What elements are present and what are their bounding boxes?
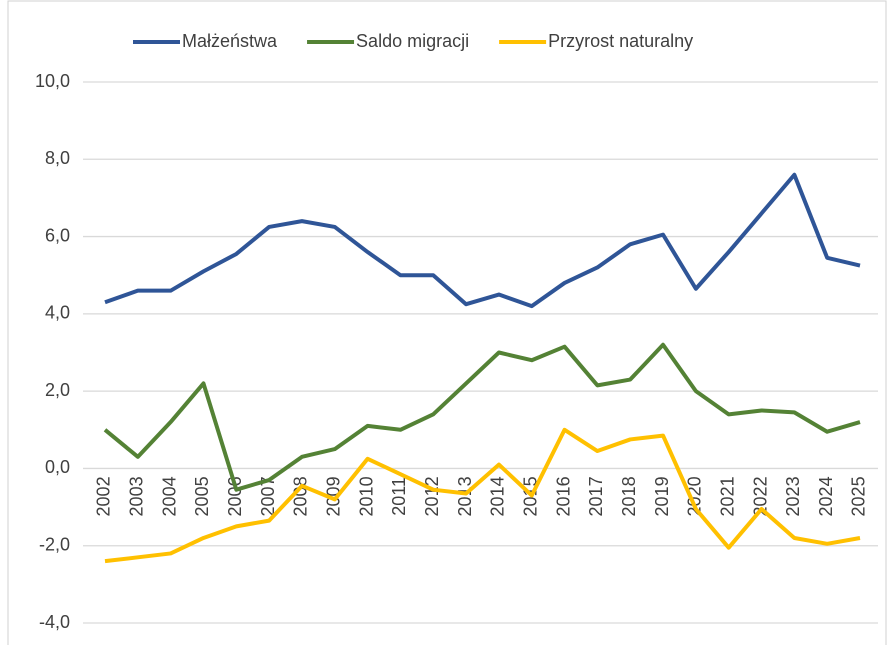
x-tick-label: 2007 bbox=[258, 476, 278, 516]
series-line bbox=[104, 172, 861, 309]
x-tick-label: 2024 bbox=[816, 476, 836, 516]
x-tick-label: 2005 bbox=[192, 476, 212, 516]
x-tick-label: 2020 bbox=[685, 476, 705, 516]
x-tick-label: 2013 bbox=[455, 476, 475, 516]
y-tick-label: 0,0 bbox=[45, 457, 70, 477]
x-tick-label: 2011 bbox=[389, 477, 409, 516]
x-tick-label: 2010 bbox=[356, 476, 376, 516]
y-tick-label: 10,0 bbox=[35, 71, 70, 91]
x-tick-label: 2018 bbox=[619, 476, 639, 516]
x-tick-label: 2022 bbox=[750, 476, 770, 516]
y-tick-label: 6,0 bbox=[45, 225, 70, 245]
x-tick-label: 2003 bbox=[127, 476, 147, 516]
y-tick-label: 8,0 bbox=[45, 148, 70, 168]
x-tick-label: 2006 bbox=[225, 476, 245, 516]
x-tick-label: 2023 bbox=[783, 476, 803, 516]
y-tick-label: -2,0 bbox=[39, 534, 70, 554]
legend-label: Przyrost naturalny bbox=[548, 31, 693, 51]
frame bbox=[7, 0, 887, 645]
legend-label: Małżeństwa bbox=[182, 31, 278, 51]
x-tick-label: 2016 bbox=[553, 476, 573, 516]
y-tick-label: -4,0 bbox=[39, 612, 70, 632]
x-tick-label: 2004 bbox=[159, 476, 179, 516]
x-tick-label: 2009 bbox=[324, 476, 344, 516]
x-tick-label: 2014 bbox=[488, 476, 508, 516]
y-tick-label: 4,0 bbox=[45, 303, 70, 323]
x-tick-label: 2017 bbox=[586, 476, 606, 516]
x-tick-label: 2002 bbox=[94, 476, 114, 516]
x-tick-label: 2021 bbox=[717, 476, 737, 516]
series-line bbox=[103, 342, 861, 492]
x-tick-label: 2025 bbox=[849, 476, 869, 516]
legend-label: Saldo migracji bbox=[356, 31, 469, 51]
x-tick-label: 2012 bbox=[422, 476, 442, 516]
y-tick-label: 2,0 bbox=[45, 380, 70, 400]
x-tick-label: 2019 bbox=[652, 476, 672, 516]
series-line bbox=[104, 427, 861, 564]
